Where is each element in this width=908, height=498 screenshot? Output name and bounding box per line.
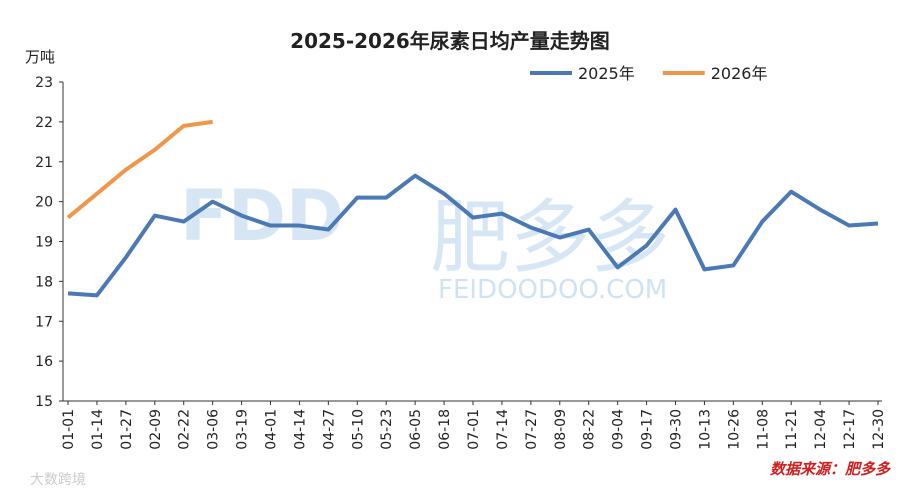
x-tick-label: 05-23 bbox=[379, 409, 395, 450]
x-tick-label: 10-13 bbox=[697, 409, 713, 450]
y-tick-label: 16 bbox=[35, 354, 53, 370]
legend-label: 2025年 bbox=[578, 64, 635, 83]
x-tick-label: 05-10 bbox=[350, 409, 366, 450]
x-tick-label: 06-05 bbox=[408, 409, 424, 450]
x-tick-label: 10-26 bbox=[726, 409, 742, 450]
y-axis-label: 万吨 bbox=[25, 48, 55, 66]
x-tick-label: 08-22 bbox=[582, 409, 598, 450]
watermark: FEIDOODOO.COM bbox=[438, 275, 667, 305]
line-series bbox=[66, 119, 213, 220]
x-tick-label: 07-27 bbox=[524, 409, 540, 450]
x-tick-label: 11-21 bbox=[784, 409, 800, 450]
x-tick-label: 11-08 bbox=[755, 409, 771, 450]
x-tick-label: 09-30 bbox=[669, 409, 685, 450]
y-tick-label: 18 bbox=[35, 274, 53, 290]
x-tick-label: 12-30 bbox=[871, 409, 887, 450]
line-series bbox=[67, 173, 879, 298]
x-tick-label: 06-18 bbox=[437, 409, 453, 450]
watermark: FDD bbox=[180, 175, 344, 257]
y-tick-label: 20 bbox=[35, 195, 53, 211]
watermark: 大数跨境 bbox=[30, 472, 86, 488]
y-tick-label: 19 bbox=[35, 235, 53, 251]
watermark: 肥多多 bbox=[430, 191, 670, 284]
x-tick-label: 02-22 bbox=[177, 409, 193, 450]
x-tick-label: 03-06 bbox=[206, 409, 222, 450]
x-tick-label: 03-19 bbox=[235, 409, 251, 450]
legend-label: 2026年 bbox=[711, 64, 768, 83]
x-tick-label: 09-17 bbox=[640, 409, 656, 450]
y-tick-label: 23 bbox=[35, 75, 53, 91]
x-tick-label: 01-14 bbox=[90, 409, 106, 450]
x-tick-label: 12-17 bbox=[842, 409, 858, 450]
x-tick-label: 02-09 bbox=[148, 409, 164, 450]
y-tick-label: 22 bbox=[35, 115, 53, 131]
x-tick-label: 07-01 bbox=[466, 409, 482, 450]
y-tick-label: 17 bbox=[35, 314, 53, 330]
x-tick-label: 07-14 bbox=[495, 409, 511, 450]
x-tick-label: 09-04 bbox=[611, 409, 627, 450]
source-note: 数据来源：肥多多 bbox=[770, 460, 891, 478]
chart-title: 2025-2026年尿素日均产量走势图 bbox=[290, 29, 610, 53]
x-tick-label: 04-14 bbox=[292, 409, 308, 450]
x-tick-label: 08-09 bbox=[553, 409, 569, 450]
x-tick-label: 04-01 bbox=[264, 409, 280, 450]
x-tick-label: 04-27 bbox=[321, 409, 337, 450]
x-tick-label: 01-27 bbox=[119, 409, 135, 450]
y-tick-label: 21 bbox=[35, 155, 53, 171]
x-tick-label: 12-04 bbox=[813, 409, 829, 450]
x-tick-label: 01-01 bbox=[61, 409, 77, 450]
y-tick-label: 15 bbox=[35, 394, 53, 410]
